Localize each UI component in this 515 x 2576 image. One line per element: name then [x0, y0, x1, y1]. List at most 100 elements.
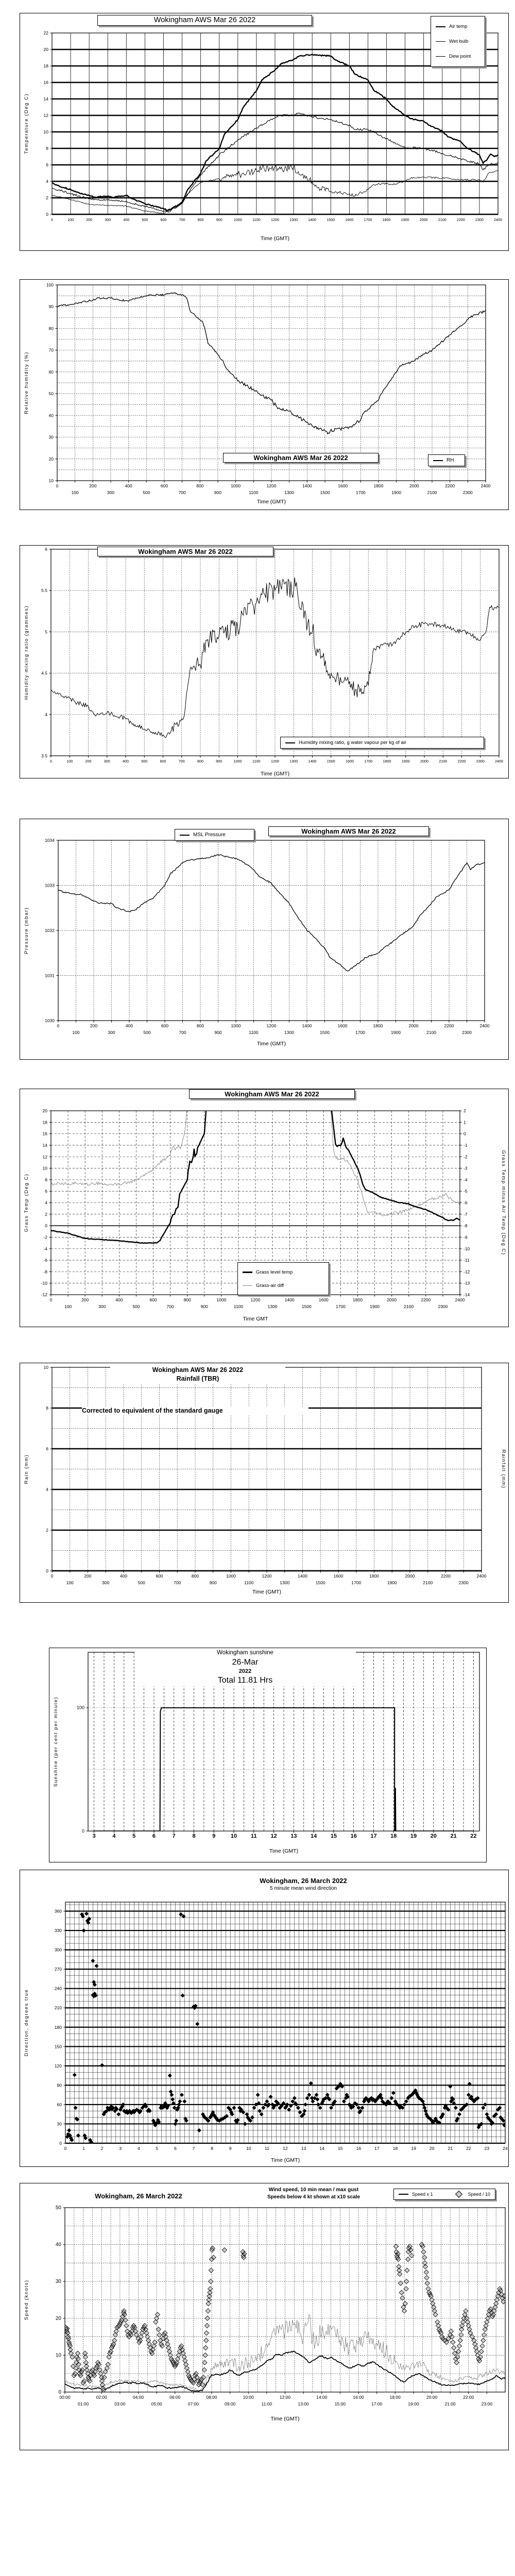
svg-text:1700: 1700 — [336, 1304, 346, 1309]
svg-text:8: 8 — [46, 146, 48, 151]
svg-text:6: 6 — [174, 2146, 177, 2151]
svg-text:20: 20 — [43, 1108, 48, 1113]
svg-text:1: 1 — [464, 1120, 466, 1125]
svg-text:8: 8 — [192, 1833, 195, 1839]
svg-text:600: 600 — [160, 759, 166, 764]
legend-entry: Wet bulb — [436, 34, 480, 49]
svg-text:50: 50 — [49, 391, 54, 396]
svg-text:200: 200 — [84, 1573, 91, 1579]
svg-text:22: 22 — [470, 1833, 476, 1839]
svg-text:2: 2 — [101, 2146, 104, 2151]
svg-text:2000: 2000 — [420, 759, 428, 764]
svg-text:330: 330 — [55, 1928, 62, 1933]
svg-text:200: 200 — [81, 1297, 89, 1302]
mixing-ratio-legend: Humidity mixing ratio, g water vapour pe… — [280, 737, 484, 749]
svg-text:100: 100 — [66, 759, 73, 764]
svg-text:1900: 1900 — [402, 759, 410, 764]
rainfall-ylabel2: Rainfall (mm) — [501, 1450, 506, 1489]
grass-temp-chart-panel: 0 100 200 300 400 500 600 700 800 900 1000 1100 1200… — [20, 1089, 509, 1327]
svg-text:1031: 1031 — [45, 973, 55, 978]
svg-text:20: 20 — [49, 456, 54, 462]
svg-text:03:00: 03:00 — [114, 2401, 126, 2406]
svg-text:1032: 1032 — [45, 928, 55, 933]
svg-text:-4: -4 — [464, 1177, 468, 1182]
svg-text:900: 900 — [214, 1030, 221, 1035]
svg-text:50: 50 — [56, 2205, 62, 2211]
svg-text:20: 20 — [56, 2316, 62, 2321]
legend-entry: Air temp — [436, 19, 480, 34]
series-Humidity mixing ratio — [51, 577, 499, 738]
svg-text:23: 23 — [485, 2146, 490, 2151]
svg-text:16:00: 16:00 — [353, 2395, 364, 2400]
relative-humidity-text-0: Wokingham AWS Mar 26 2022 — [223, 453, 379, 463]
legend-entry: Dew point — [436, 49, 480, 64]
wind-direction-text-0: Wokingham, 26 March 2022 5 minute mean wi… — [195, 1876, 411, 1893]
svg-text:1800: 1800 — [383, 759, 391, 764]
svg-text:-3: -3 — [464, 1166, 468, 1171]
svg-text:1300: 1300 — [280, 1580, 289, 1585]
svg-text:1300: 1300 — [289, 759, 298, 764]
svg-text:-7: -7 — [464, 1212, 468, 1217]
temperature-chart-panel: 0 100 200 300 400 500 600 700 800 900 1000 1100 1200… — [20, 13, 509, 251]
rainfall-text-0: Wokingham AWS Mar 26 2022 Rainfall (TBR) — [110, 1366, 285, 1383]
svg-text:0: 0 — [82, 1828, 84, 1834]
svg-text:-4: -4 — [43, 1246, 47, 1251]
svg-text:10: 10 — [43, 1166, 48, 1171]
svg-text:1900: 1900 — [391, 1030, 401, 1035]
grass-temp-legend: Grass level temp Grass-air diff — [237, 1262, 329, 1295]
svg-text:60: 60 — [57, 2102, 62, 2107]
svg-text:700: 700 — [179, 217, 185, 222]
wind-direction-ylabel: Direction, degrees true — [24, 1989, 29, 2057]
legend-entry: MSL Pressure — [180, 832, 226, 838]
svg-text:6: 6 — [46, 1446, 48, 1451]
series-Air temp — [52, 54, 498, 211]
svg-text:9: 9 — [229, 2146, 232, 2151]
svg-text:1600: 1600 — [319, 1297, 329, 1302]
svg-text:1200: 1200 — [267, 483, 277, 488]
svg-text:500: 500 — [143, 490, 150, 495]
grass-temp-ylabel: Grass Temp (Deg C) — [24, 1174, 29, 1232]
svg-text:2400: 2400 — [481, 483, 491, 488]
svg-text:1034: 1034 — [45, 838, 55, 843]
svg-text:2400: 2400 — [477, 1573, 487, 1579]
svg-text:1200: 1200 — [262, 1573, 272, 1579]
svg-text:1200: 1200 — [271, 759, 279, 764]
svg-text:900: 900 — [210, 1580, 217, 1585]
line-marker-icon — [436, 41, 445, 42]
svg-text:2300: 2300 — [459, 1580, 469, 1585]
svg-text:12: 12 — [44, 113, 49, 118]
legend-entry-label: Speed / 10 — [468, 2192, 490, 2197]
grass-temp-xlabel: Time GMT — [243, 1316, 268, 1322]
relative-humidity-chart-panel: 0 100 200 300 400 500 600 700 800 900 1000 1100 1200… — [20, 279, 509, 510]
svg-text:700: 700 — [166, 1304, 174, 1309]
svg-text:19:00: 19:00 — [408, 2401, 419, 2406]
svg-text:9: 9 — [212, 1833, 215, 1839]
svg-text:900: 900 — [216, 217, 222, 222]
svg-text:14: 14 — [43, 1143, 48, 1148]
mixing-ratio-ylabel: Humidity mixing ratio (grammes) — [24, 605, 29, 700]
svg-text:1100: 1100 — [244, 1580, 254, 1585]
svg-text:-2: -2 — [43, 1234, 47, 1240]
svg-text:1900: 1900 — [391, 490, 401, 495]
series-Sunshine — [94, 1707, 474, 1831]
wind-speed-text-1: Wind speed, 10 min mean / max gust Speeds… — [267, 2187, 360, 2200]
rainfall-svg: 0100200300400500600700800900100011001200… — [24, 1365, 506, 1595]
svg-text:19: 19 — [411, 2146, 416, 2151]
svg-text:20: 20 — [44, 47, 49, 52]
svg-text:100: 100 — [72, 1030, 79, 1035]
svg-text:2400: 2400 — [480, 1023, 490, 1028]
temperature-text-0: Wokingham AWS Mar 26 2022 — [97, 15, 312, 26]
svg-text:10: 10 — [44, 1365, 49, 1370]
svg-text:1400: 1400 — [302, 1023, 312, 1028]
svg-text:10: 10 — [231, 1833, 237, 1839]
svg-text:500: 500 — [143, 1030, 150, 1035]
sunshine-xlabel: Time (GMT) — [269, 1848, 298, 1854]
legend-entry-label: RH — [447, 457, 454, 463]
legend-entry-label: Humidity mixing ratio, g water vapour pe… — [299, 740, 407, 745]
svg-text:0: 0 — [58, 2389, 61, 2395]
svg-text:19: 19 — [410, 1833, 417, 1839]
pressure-xlabel: Time (GMT) — [257, 1041, 286, 1047]
svg-text:0: 0 — [45, 1223, 47, 1228]
svg-text:1100: 1100 — [252, 217, 260, 222]
svg-text:1400: 1400 — [302, 483, 312, 488]
